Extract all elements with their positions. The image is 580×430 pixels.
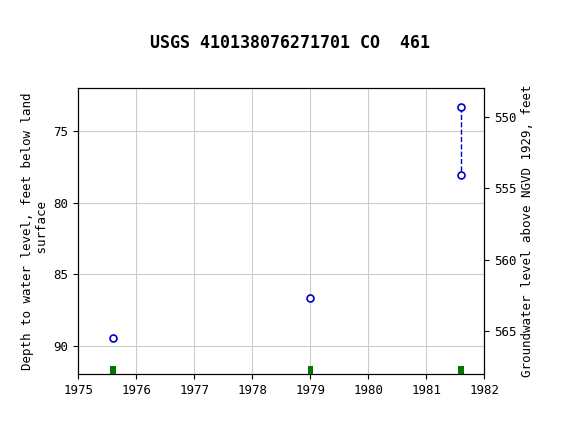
Bar (308, 366, 313, 374)
Text: ≡USGS: ≡USGS (9, 9, 63, 27)
Y-axis label: Groundwater level above NGVD 1929, feet: Groundwater level above NGVD 1929, feet (521, 85, 534, 378)
Bar (458, 366, 463, 374)
Text: USGS 410138076271701 CO  461: USGS 410138076271701 CO 461 (150, 34, 430, 52)
Bar (110, 366, 115, 374)
Legend: Period of approved data: Period of approved data (180, 425, 382, 430)
Y-axis label: Depth to water level, feet below land
 surface: Depth to water level, feet below land su… (21, 92, 49, 370)
